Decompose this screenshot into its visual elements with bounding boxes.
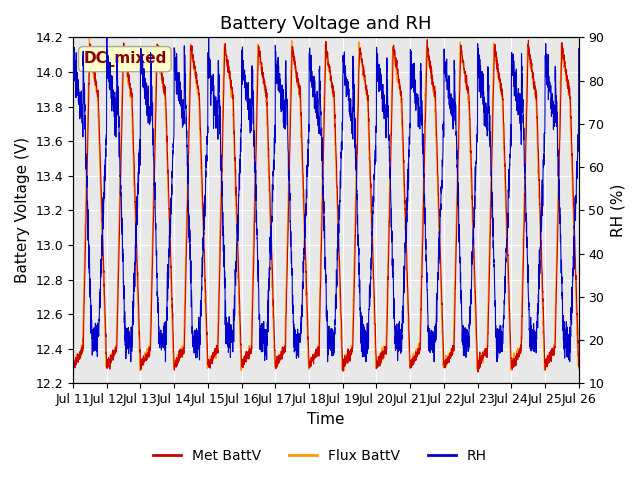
Legend: Met BattV, Flux BattV, RH: Met BattV, Flux BattV, RH xyxy=(148,443,492,468)
Text: DC_mixed: DC_mixed xyxy=(83,51,166,67)
Title: Battery Voltage and RH: Battery Voltage and RH xyxy=(220,15,431,33)
X-axis label: Time: Time xyxy=(307,412,344,427)
Y-axis label: Battery Voltage (V): Battery Voltage (V) xyxy=(15,137,30,283)
Y-axis label: RH (%): RH (%) xyxy=(610,184,625,237)
